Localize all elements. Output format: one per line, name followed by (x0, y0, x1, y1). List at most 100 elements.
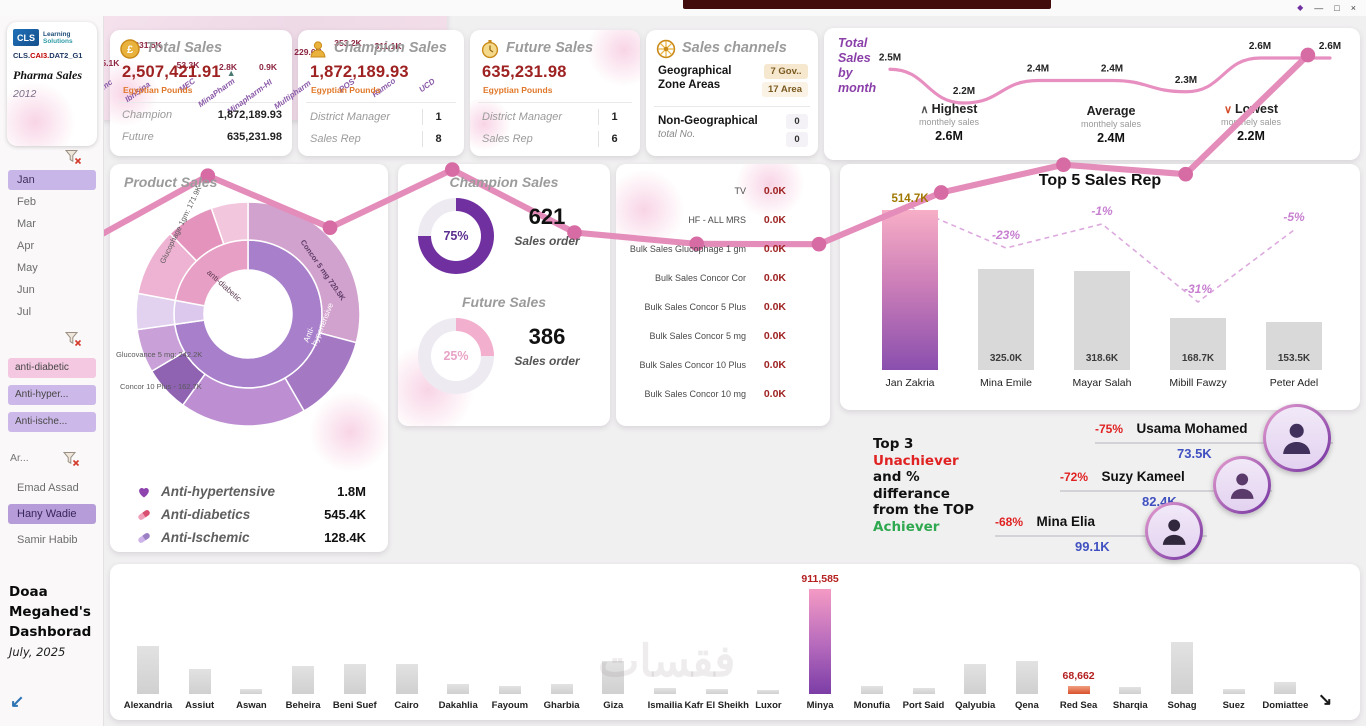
gov-category-label: Sharqia (1112, 700, 1148, 711)
champion-gauge: 75% (418, 198, 494, 274)
maximize-button[interactable]: □ (1334, 3, 1340, 13)
top5-bar-mibill-fawzy[interactable] (1170, 318, 1226, 370)
gov-bar-monufia[interactable] (860, 686, 883, 694)
zero-product-row[interactable]: HF - ALL MRS 0.0K (626, 205, 786, 234)
minimize-button[interactable]: — (1314, 3, 1324, 13)
month-item-may[interactable]: May (17, 262, 38, 274)
clear-filter-icon[interactable] (64, 148, 82, 166)
gov-bar-alexandria[interactable] (137, 646, 159, 694)
zero-product-row[interactable]: Bulk Sales Concor Cor 0.0K (626, 263, 786, 292)
zero-product-name: Bulk Sales Glucophage 1 gm (629, 243, 746, 254)
gov-bar-ismailia[interactable] (654, 688, 676, 694)
governorates-card: فقسات Alexandria Assiut Aswan Beheira Beni S… (110, 564, 1360, 720)
month-item-feb[interactable]: Feb (17, 196, 36, 208)
avatar-suzy (1213, 456, 1271, 514)
clear-filter-icon[interactable] (64, 330, 82, 348)
district-manager-count: 1 (422, 109, 454, 125)
category-filter-1[interactable]: anti-diabetic (8, 358, 96, 378)
gov-bar-luxor[interactable] (757, 690, 780, 694)
gov-count-badge: 7 Gov.. (764, 64, 808, 79)
top5-bar-jan-zakria[interactable] (882, 210, 938, 370)
legend-row-anti-hypertensive[interactable]: Anti-hypertensive 1.8M (136, 480, 366, 503)
sidebar: CLS Learning Solutions CLS.CAI3.DAT2_G1 … (0, 14, 104, 726)
gov-category-label: Cairo (394, 700, 419, 711)
zero-sales-products-list: TV 0.0K HF - ALL MRS 0.0K Bulk Sales Glucoph… (626, 176, 786, 408)
manager-item-hany-wadie[interactable]: Hany Wadie (8, 504, 96, 524)
gov-bar-gharbia[interactable] (550, 684, 573, 694)
month-item-mar[interactable]: Mar (17, 218, 36, 230)
month-item-jul[interactable]: Jul (17, 306, 32, 318)
top5-pct-label: -31% (1183, 282, 1212, 296)
gov-bar-red-sea[interactable] (1067, 686, 1090, 694)
trend-point-label: 2.4M (1027, 64, 1049, 75)
top5-bar-peter-adel[interactable] (1266, 322, 1322, 370)
governorates-bar-chart: Alexandria Assiut Aswan Beheira Beni Suef Cai… (110, 564, 1360, 720)
zero-product-row[interactable]: Bulk Sales Concor 5 mg 0.0K (626, 321, 786, 350)
top5-value-label: 168.7K (1181, 353, 1215, 364)
trend-point-label: 2.2M (953, 86, 975, 97)
manager-item-samir-habib[interactable]: Samir Habib (17, 534, 78, 546)
geographical-label: Geographical Zone Areas (658, 65, 732, 91)
zero-product-row[interactable]: Bulk Sales Concor 10 Plus 0.0K (626, 350, 786, 379)
gov-bar-fayoum[interactable] (498, 686, 521, 694)
zero-product-row[interactable]: Bulk Sales Glucophage 1 gm 0.0K (626, 234, 786, 263)
gov-bar-qena[interactable] (1015, 661, 1038, 694)
stopwatch-icon (481, 40, 499, 59)
gov-bar-qalyubia[interactable] (964, 664, 987, 694)
month-item-jun[interactable]: Jun (17, 284, 35, 296)
gov-bar-beheira[interactable] (292, 666, 315, 694)
sunburst-segment-unlabeled[interactable] (210, 201, 249, 246)
product-sales-title: Product Sales (124, 174, 218, 190)
gov-bar-sharqia[interactable] (1119, 687, 1142, 694)
product-legend: Anti-hypertensive 1.8M Anti-diabetics 54… (136, 480, 366, 549)
footer-line: Dashborad (9, 624, 92, 640)
sales-channels-card: Sales channels Geographical Zone Areas 7… (646, 30, 818, 156)
zero-product-row[interactable]: Bulk Sales Concor 5 Plus 0.0K (626, 292, 786, 321)
month-item-jan[interactable]: Jan (8, 170, 96, 190)
month-item-apr[interactable]: Apr (17, 240, 35, 252)
gov-bar-kafr-el-sheikh[interactable] (705, 689, 728, 694)
gov-bar-dakahlia[interactable] (447, 684, 470, 694)
gov-bar-cairo[interactable] (395, 664, 418, 694)
legend-row-anti-ischemic[interactable]: Anti-Ischemic 128.4K (136, 526, 366, 549)
manager-item-emad-assad[interactable]: Emad Assad (17, 482, 79, 494)
gov-bar-suez[interactable] (1222, 689, 1245, 694)
gov-bar-port-said[interactable] (912, 688, 935, 694)
area-count-badge: 17 Area (762, 82, 808, 97)
gov-bar-giza[interactable] (602, 661, 625, 694)
top5-category-label: Mibill Fawzy (1169, 377, 1227, 389)
future-gauge-title: Future Sales (461, 294, 547, 310)
zero-product-row[interactable]: Bulk Sales Concor 10 mg 0.0K (626, 379, 786, 408)
product-sunburst-chart[interactable] (132, 198, 364, 430)
divider (118, 102, 284, 103)
avatar-usama (1263, 404, 1331, 472)
expand-arrow[interactable]: ↘ (1318, 690, 1333, 709)
sales-rep-count: 6 (598, 131, 630, 147)
legend-row-anti-diabetics[interactable]: Anti-diabetics 545.4K (136, 503, 366, 526)
gov-category-label: Kafr El Sheikh (684, 700, 749, 711)
gov-bar-domiattee[interactable] (1274, 682, 1297, 694)
zero-product-row[interactable]: TV 0.0K (626, 176, 786, 205)
back-arrow[interactable]: ↙ (10, 692, 25, 711)
top5-bar-mayar-salah[interactable] (1074, 271, 1130, 370)
category-filter-2[interactable]: Anti-hyper... (8, 385, 96, 405)
pill-icon (138, 509, 150, 520)
monthly-trend-line-chart[interactable]: 2.5M 2.2M 2.4M 2.4M 2.3M 2.6M 2.6M (824, 28, 1360, 124)
unachiever-row-suzy: -72% Suzy Kameel (1060, 468, 1272, 492)
top5-value-label: 514.7K (891, 193, 929, 205)
gov-bar-beni-suef[interactable] (343, 664, 366, 694)
distributor-value-label: 229.6K (294, 47, 322, 58)
gov-bar-minya[interactable] (809, 589, 832, 694)
gov-bar-assiut[interactable] (188, 669, 211, 694)
logo-card: CLS Learning Solutions CLS.CAI3.DAT2_G1 … (7, 22, 97, 146)
clear-filter-icon[interactable] (62, 450, 80, 468)
gov-category-label: Minya (806, 700, 834, 711)
gov-bar-sohag[interactable] (1171, 642, 1193, 694)
category-filter-3[interactable]: Anti-ische... (8, 412, 96, 432)
top5-bar-mina-emile[interactable] (978, 269, 1034, 370)
close-button[interactable]: × (1350, 3, 1356, 13)
top5-bar-chart: 514.7K Jan Zakria 325.0K Mina Emile 318.6K Ma… (840, 190, 1360, 410)
arabic-watermark: فقسات (598, 637, 736, 686)
gov-bar-aswan[interactable] (240, 689, 263, 694)
